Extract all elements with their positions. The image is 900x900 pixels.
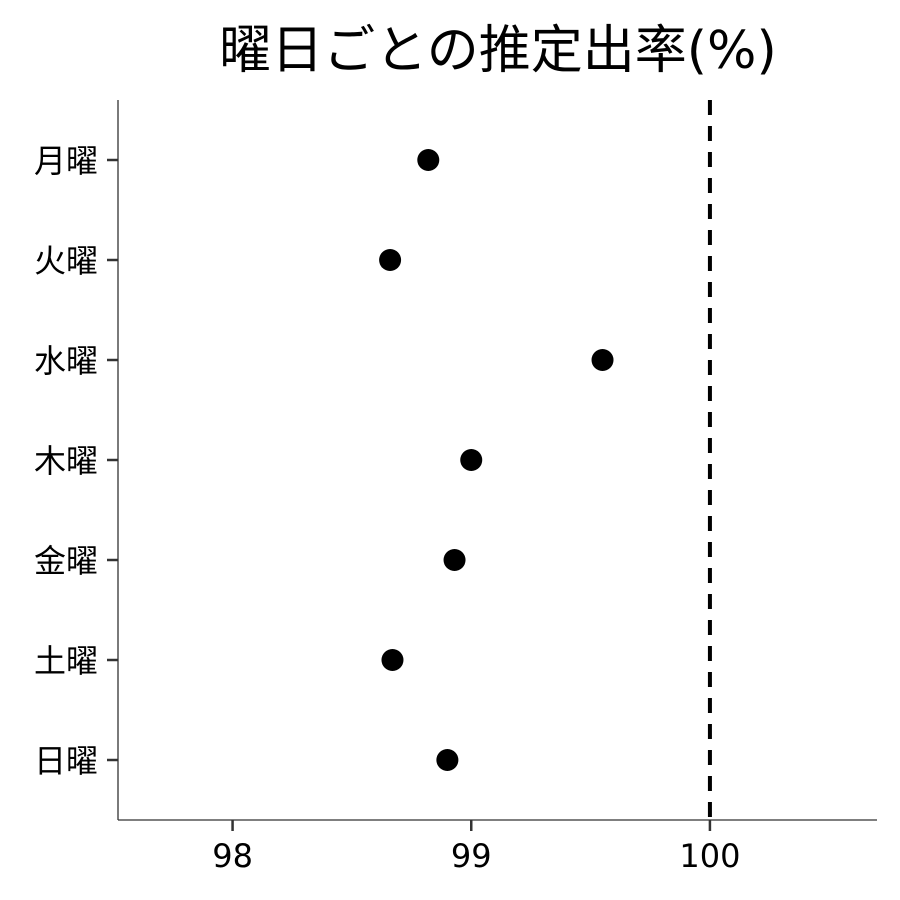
data-point xyxy=(379,249,402,271)
y-tick-label: 金曜 xyxy=(34,542,98,580)
data-point xyxy=(443,549,466,571)
data-point xyxy=(417,149,440,171)
y-tick-label: 日曜 xyxy=(34,742,98,780)
data-point xyxy=(381,649,404,671)
y-tick-label: 水曜 xyxy=(34,342,98,380)
y-tick-label: 木曜 xyxy=(34,442,98,480)
x-tick-label: 100 xyxy=(679,837,740,875)
y-tick-label: 火曜 xyxy=(34,242,98,280)
data-point xyxy=(436,749,459,771)
chart-title: 曜日ごとの推定出率(%) xyxy=(219,21,777,81)
data-point xyxy=(460,449,483,471)
data-point xyxy=(591,349,614,371)
x-tick-label: 98 xyxy=(212,837,253,875)
y-tick-label: 月曜 xyxy=(34,142,98,180)
x-tick-label: 99 xyxy=(451,837,492,875)
y-tick-label: 土曜 xyxy=(34,642,98,680)
